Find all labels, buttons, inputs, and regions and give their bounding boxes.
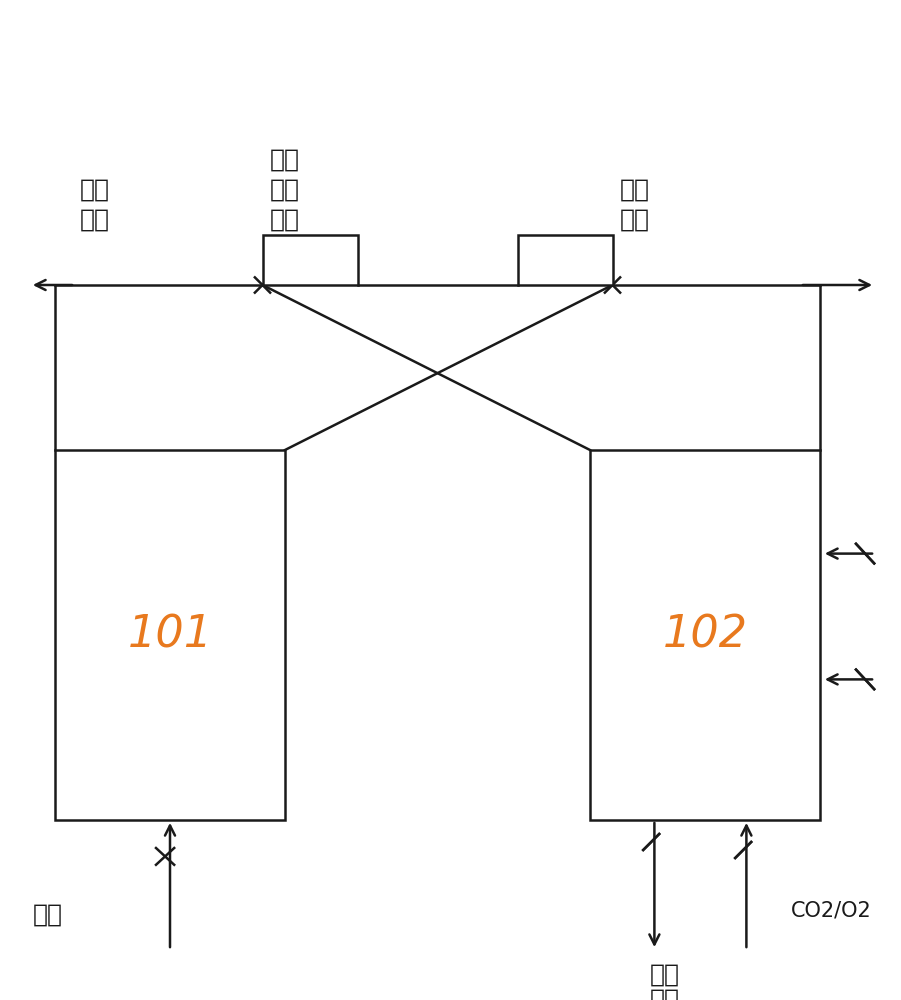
Text: 排放: 排放	[80, 178, 110, 202]
Bar	[55, 450, 285, 820]
Bar	[262, 235, 358, 285]
Text: 大气: 大气	[80, 208, 110, 232]
Text: 浓度: 浓度	[620, 208, 650, 232]
Bar	[590, 450, 820, 820]
Text: CO2/O2: CO2/O2	[791, 900, 872, 920]
Text: 101: 101	[127, 613, 213, 656]
Text: 烟气: 烟气	[33, 903, 63, 927]
Text: 低碳: 低碳	[270, 148, 300, 172]
Text: 浓度: 浓度	[270, 178, 300, 202]
Text: 失活: 失活	[650, 963, 679, 987]
Text: 102: 102	[662, 613, 748, 656]
Bar	[517, 235, 613, 285]
Text: 高碳: 高碳	[620, 178, 650, 202]
Text: 烟气: 烟气	[270, 208, 300, 232]
Text: 吸收: 吸收	[650, 988, 679, 1000]
